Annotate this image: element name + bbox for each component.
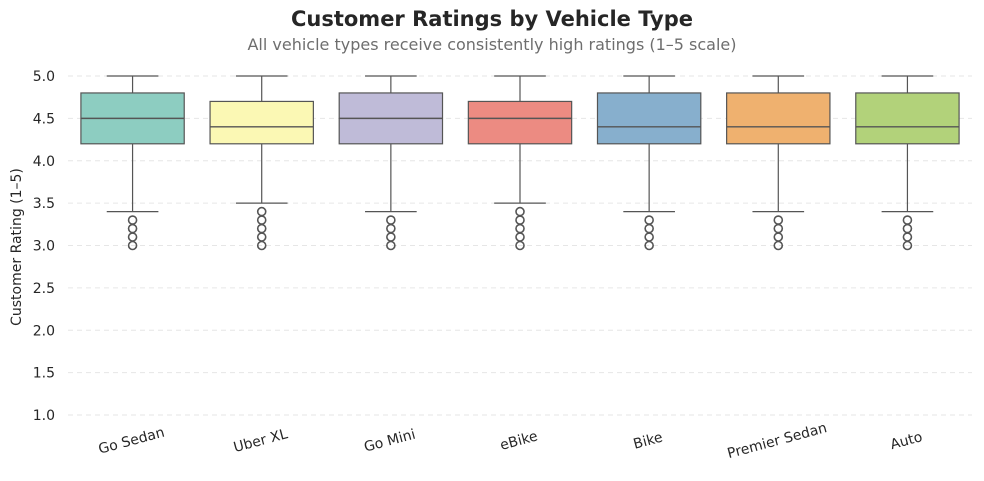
outlier-point bbox=[386, 215, 396, 225]
outlier-point bbox=[515, 232, 525, 242]
box-go-mini bbox=[338, 75, 444, 251]
y-tick-label: 2.0 bbox=[33, 323, 55, 339]
iqr-box bbox=[596, 92, 702, 145]
y-tick-label: 1.0 bbox=[33, 408, 55, 424]
y-axis-ticks: 1.0 1.5 2.0 2.5 3.0 3.5 4.0 4.5 5.0 bbox=[33, 69, 55, 424]
outlier-point bbox=[644, 223, 654, 234]
x-tick-label: Auto bbox=[889, 429, 925, 453]
outlier-point bbox=[644, 232, 654, 242]
x-tick-label: Bike bbox=[632, 430, 665, 453]
outlier-point bbox=[515, 215, 525, 225]
box-uber-xl bbox=[209, 75, 314, 251]
x-tick-label: Premier Sedan bbox=[726, 420, 829, 462]
iqr-box bbox=[467, 100, 573, 145]
box-ebike bbox=[467, 75, 573, 251]
y-tick-label: 5.0 bbox=[33, 69, 55, 85]
outlier-point bbox=[127, 223, 138, 234]
outlier-point bbox=[902, 215, 913, 225]
boxes bbox=[80, 75, 960, 251]
outlier-point bbox=[902, 223, 913, 234]
box-auto bbox=[855, 75, 960, 251]
y-tick-label: 2.5 bbox=[33, 281, 55, 297]
y-tick-label: 4.5 bbox=[33, 111, 55, 127]
y-tick-label: 1.5 bbox=[33, 366, 55, 382]
outlier-point bbox=[515, 206, 525, 217]
y-axis-label: Customer Rating (1–5) bbox=[9, 168, 25, 326]
outlier-point bbox=[644, 215, 654, 225]
outlier-point bbox=[127, 215, 138, 225]
outlier-point bbox=[127, 232, 138, 242]
outlier-point bbox=[773, 215, 784, 225]
outlier-point bbox=[256, 223, 267, 234]
x-tick-label: Uber XL bbox=[232, 426, 290, 456]
chart-title: Customer Ratings by Vehicle Type bbox=[291, 7, 693, 31]
iqr-box bbox=[855, 92, 960, 145]
x-tick-label: eBike bbox=[498, 428, 539, 453]
x-tick-label: Go Sedan bbox=[97, 425, 167, 458]
outlier-point bbox=[773, 232, 784, 242]
outlier-point bbox=[386, 232, 396, 242]
y-tick-label: 3.5 bbox=[33, 196, 55, 212]
outlier-point bbox=[386, 223, 396, 234]
y-tick-label: 3.0 bbox=[33, 239, 55, 255]
box-premier-sedan bbox=[726, 75, 831, 251]
outlier-point bbox=[256, 215, 267, 225]
x-tick-label: Go Mini bbox=[362, 427, 417, 456]
box-bike bbox=[596, 75, 702, 251]
outlier-point bbox=[902, 232, 913, 242]
outlier-point bbox=[256, 232, 267, 242]
outlier-point bbox=[256, 206, 267, 217]
outlier-point bbox=[773, 223, 784, 234]
outlier-point bbox=[515, 223, 525, 234]
iqr-box bbox=[726, 92, 831, 145]
iqr-box bbox=[209, 100, 314, 145]
box-go-sedan bbox=[80, 75, 185, 251]
y-tick-label: 4.0 bbox=[33, 154, 55, 170]
x-axis-ticks: Go Sedan Uber XL Go Mini eBike Bike Premier S… bbox=[97, 420, 924, 462]
chart-subtitle: All vehicle types receive consistently h… bbox=[247, 35, 736, 54]
